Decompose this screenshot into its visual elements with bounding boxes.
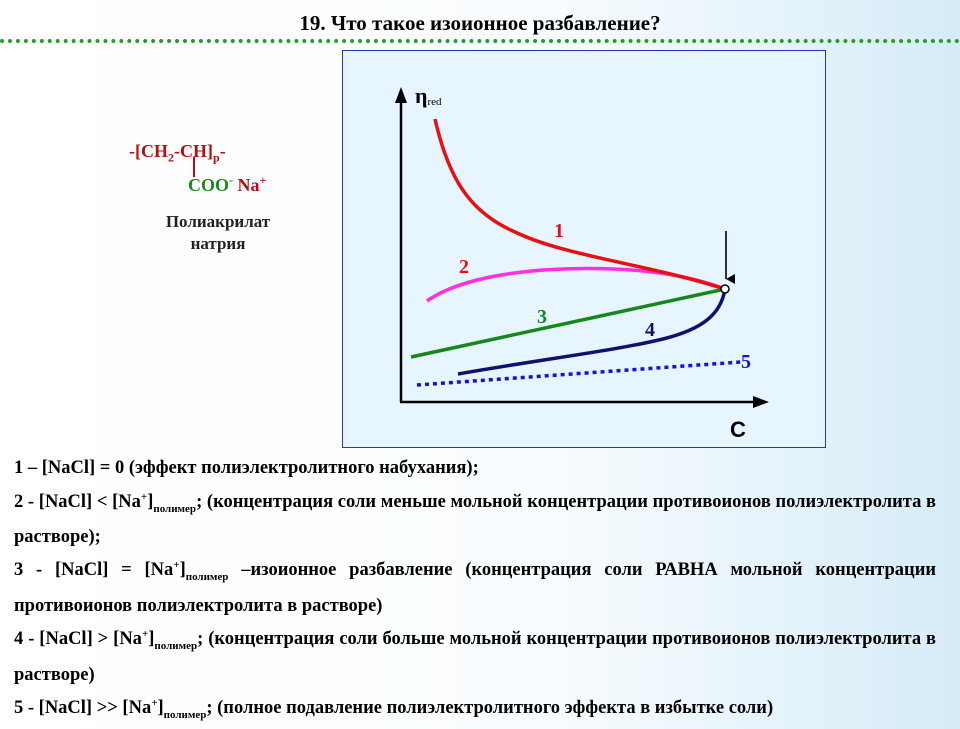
formula-group: COO bbox=[188, 175, 230, 195]
formula-chain-open: -[CH bbox=[129, 141, 168, 161]
legend-line-5-mid: ] bbox=[157, 698, 164, 719]
legend-line-4-sup: + bbox=[141, 628, 149, 641]
legend-line-2-mid: ] bbox=[147, 491, 154, 512]
y-axis-subscript: red bbox=[428, 96, 443, 108]
formula-counterion-charge: + bbox=[259, 173, 267, 187]
diagram-panel: ηred C 1 2 3 4 5 bbox=[342, 50, 826, 448]
legend-line-3-post: –изоионное разбавление (концентрация сол… bbox=[14, 560, 937, 616]
formula-bond-line bbox=[193, 157, 195, 177]
slide-title: 19. Что такое изоионное разбавление? bbox=[299, 11, 661, 35]
curve-1 bbox=[433, 118, 726, 291]
polymer-name: Полиакрилат натрия bbox=[148, 211, 288, 255]
legend-line-3-mid: ] bbox=[179, 560, 186, 581]
curve-label-4: 4 bbox=[645, 319, 655, 341]
legend-line-2: 2 - [NaCl] < [Na+]полимер; (концентрация… bbox=[14, 483, 936, 552]
formula-sub-2: 2 bbox=[168, 150, 174, 165]
legend-line-2-pre: 2 - [NaCl] < [Na bbox=[14, 491, 141, 512]
polymer-formula: -[CH2-CH]p- bbox=[129, 141, 226, 166]
legend-line-1-text: 1 – [NaCl] = 0 (эффект полиэлектролитног… bbox=[14, 458, 479, 478]
diagram-svg: ηred C 1 2 3 4 5 bbox=[395, 83, 769, 442]
legend-line-5: 5 - [NaCl] >> [Na+]полимер; (полное пода… bbox=[14, 689, 936, 729]
legend-line-3-sub: полимер bbox=[185, 571, 229, 584]
legend-line-4-sub: полимер bbox=[154, 640, 198, 653]
legend-line-5-sub: полимер bbox=[163, 708, 207, 721]
legend-line-2-sub: полимер bbox=[153, 502, 197, 515]
legend-line-2-post: ; (концентрация соли меньше мольной конц… bbox=[14, 491, 937, 547]
legend-text: 1 – [NaCl] = 0 (эффект полиэлектролитног… bbox=[14, 454, 936, 729]
legend-line-3-pre: 3 - [NaCl] = [Na bbox=[14, 560, 174, 581]
curve-label-5: 5 bbox=[741, 351, 751, 373]
curve-2 bbox=[426, 266, 726, 303]
curve-label-1: 1 bbox=[554, 220, 564, 242]
intersection-point bbox=[720, 284, 730, 294]
polymer-name-line1: Полиакрилат bbox=[165, 212, 271, 231]
legend-line-4-post: ; (концентрация соли больше мольной конц… bbox=[14, 629, 937, 685]
formula-group-charge: - bbox=[229, 173, 234, 187]
legend-line-5-post: ; (полное подавление полиэлектролитного … bbox=[206, 698, 774, 719]
formula-sub-p: p bbox=[213, 150, 220, 165]
curve-4 bbox=[457, 288, 727, 376]
legend-line-3: 3 - [NaCl] = [Na+]полимер –изоионное раз… bbox=[14, 551, 936, 620]
formula-counterion: Na bbox=[233, 175, 260, 195]
formula-chain-mid: -CH] bbox=[174, 141, 213, 161]
y-axis-symbol: η bbox=[415, 83, 428, 108]
legend-line-2-sup: + bbox=[140, 490, 148, 503]
y-axis-arrow bbox=[395, 87, 407, 103]
formula-chain-close: - bbox=[219, 141, 226, 161]
legend-line-5-sup: + bbox=[151, 697, 158, 710]
legend-line-5-pre: 5 - [NaCl] >> [Na bbox=[14, 698, 152, 719]
curve-3 bbox=[410, 287, 726, 359]
curve-label-3: 3 bbox=[537, 306, 547, 328]
legend-line-4: 4 - [NaCl] > [Na+]полимер; (концентрация… bbox=[14, 620, 936, 689]
title-divider bbox=[0, 39, 960, 43]
curve-5 bbox=[416, 360, 742, 387]
formula-side-group: COO- Na+ bbox=[188, 173, 266, 196]
legend-line-4-mid: ] bbox=[148, 629, 155, 650]
polymer-name-line2: натрия bbox=[190, 234, 246, 253]
curve-label-2: 2 bbox=[459, 256, 469, 278]
legend-line-3-sup: + bbox=[173, 559, 180, 572]
y-axis-label: ηred bbox=[415, 83, 442, 108]
x-axis-label: C bbox=[730, 417, 746, 442]
legend-line-1: 1 – [NaCl] = 0 (эффект полиэлектролитног… bbox=[14, 454, 936, 483]
x-axis-arrow bbox=[753, 396, 769, 408]
legend-line-4-pre: 4 - [NaCl] > [Na bbox=[14, 629, 142, 650]
